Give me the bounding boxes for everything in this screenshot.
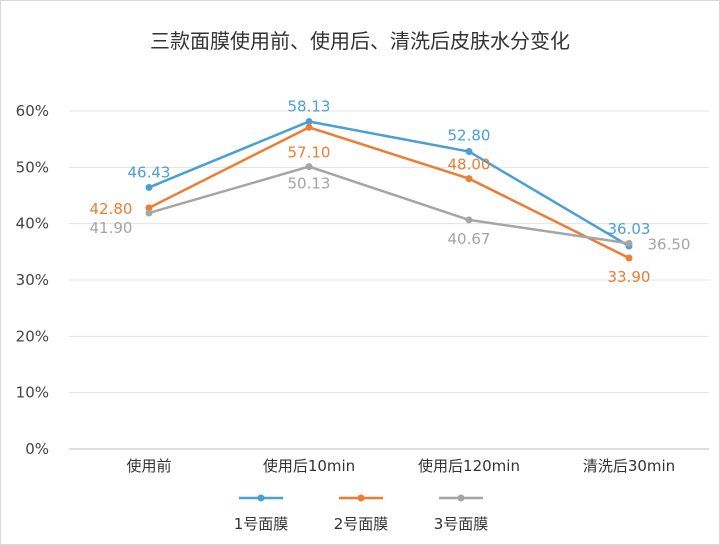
data-label: 36.50 bbox=[648, 235, 691, 253]
x-tick-label: 清洗后30min bbox=[583, 457, 675, 475]
y-axis: 0% 10% 20% 30% 40% 50% 60% bbox=[16, 102, 49, 458]
y-tick-label: 40% bbox=[16, 215, 49, 233]
data-point bbox=[145, 183, 153, 191]
data-label: 52.80 bbox=[448, 127, 491, 145]
data-label: 48.00 bbox=[448, 156, 491, 174]
x-tick-label: 使用后120min bbox=[418, 457, 520, 475]
data-label: 42.80 bbox=[90, 200, 133, 218]
series-group bbox=[145, 118, 633, 262]
data-point bbox=[465, 216, 473, 224]
data-point bbox=[465, 148, 473, 156]
x-tick-label: 使用后10min bbox=[263, 457, 355, 475]
data-label: 57.10 bbox=[288, 143, 331, 161]
data-label: 41.90 bbox=[90, 219, 133, 237]
legend: 1号面膜 2号面膜 3号面膜 bbox=[234, 494, 489, 533]
series-line bbox=[148, 126, 630, 260]
grid bbox=[69, 110, 709, 450]
data-labels: 46.43 58.13 52.80 36.03 42.80 57.10 48.00 33.90… bbox=[90, 98, 691, 286]
y-tick-label: 30% bbox=[16, 271, 49, 289]
legend-label: 3号面膜 bbox=[434, 515, 489, 533]
data-label: 33.90 bbox=[608, 268, 651, 286]
legend-label: 2号面膜 bbox=[334, 515, 389, 533]
data-point bbox=[465, 175, 473, 183]
y-tick-label: 20% bbox=[16, 327, 49, 345]
legend-marker bbox=[457, 494, 465, 502]
data-point bbox=[145, 204, 153, 212]
y-tick-label: 50% bbox=[16, 158, 49, 176]
data-label: 40.67 bbox=[448, 230, 491, 248]
y-tick-label: 60% bbox=[16, 102, 49, 120]
legend-marker bbox=[357, 494, 365, 502]
series-line bbox=[148, 120, 630, 248]
y-tick-label: 0% bbox=[25, 440, 49, 458]
data-point bbox=[625, 239, 633, 247]
chart-title: 三款面膜使用前、使用后、清洗后皮肤水分变化 bbox=[150, 29, 570, 53]
x-tick-label: 使用前 bbox=[126, 457, 171, 475]
series-line bbox=[148, 165, 630, 245]
legend-label: 1号面膜 bbox=[234, 515, 289, 533]
data-point bbox=[305, 118, 313, 126]
y-tick-label: 10% bbox=[16, 384, 49, 402]
x-axis: 使用前 使用后10min 使用后120min 清洗后30min bbox=[126, 457, 675, 475]
data-label: 46.43 bbox=[128, 163, 171, 181]
data-label: 58.13 bbox=[288, 98, 331, 116]
data-label: 50.13 bbox=[288, 175, 331, 193]
legend-marker bbox=[257, 494, 265, 502]
data-point bbox=[305, 123, 313, 131]
data-point bbox=[625, 254, 633, 262]
data-point bbox=[305, 163, 313, 171]
data-label: 36.03 bbox=[608, 220, 651, 238]
data-point bbox=[145, 209, 153, 217]
